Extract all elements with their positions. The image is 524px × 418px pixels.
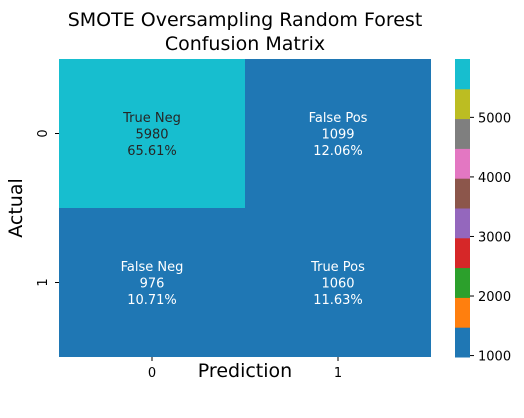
colorbar-segment-6 [455,148,470,179]
heatmap-cell-r1c0 [59,208,245,357]
colorbar-tick-label-1: 2000 [478,290,511,305]
cell-label-r1c1-line2: 11.63% [313,293,363,308]
cell-label-r1c1-line1: 1060 [321,277,354,292]
cell-label-r1c1-line0: True Pos [310,260,365,275]
colorbar-tick-label-2: 3000 [478,230,511,245]
heatmap-cell-r1c1 [245,208,431,357]
x-tick-label-1: 1 [334,366,342,381]
heatmap-cells [59,59,431,357]
cell-label-r0c1-line1: 1099 [321,128,354,143]
colorbar-segment-2 [455,267,470,298]
cell-label-r1c0-line2: 10.71% [127,293,177,308]
colorbar-tick-label-0: 1000 [478,350,511,365]
colorbar-segment-3 [455,237,470,269]
y-axis-ticks: 01 [36,129,59,287]
y-axis-label: Actual [5,178,27,238]
cell-label-r1c0-line0: False Neg [121,260,184,275]
y-tick-label-1: 1 [36,278,51,286]
colorbar-segment-1 [455,297,470,328]
colorbar-segment-4 [455,208,470,239]
chart-title-line-2: Confusion Matrix [165,33,325,55]
chart-title-line-1: SMOTE Oversampling Random Forest [68,9,423,31]
cell-label-r0c1-line2: 12.06% [313,144,363,159]
colorbar-tick-label-3: 4000 [478,171,511,186]
colorbar [455,59,470,358]
colorbar-ticks: 1000 2000 3000 4000 5000 [470,111,511,365]
colorbar-tick-label-4: 5000 [478,111,511,126]
x-tick-label-0: 0 [148,366,156,381]
cell-label-r0c0-line2: 65.61% [127,144,177,159]
colorbar-segment-9 [455,59,470,90]
colorbar-segment-8 [455,88,470,120]
heatmap-cell-r0c1 [245,59,431,208]
colorbar-segment-7 [455,118,470,149]
x-axis-label: Prediction [198,360,292,382]
cell-label-r0c1-line0: False Pos [309,111,368,126]
heatmap-cell-r0c0 [59,59,245,208]
cell-label-r1c0-line1: 976 [140,277,165,292]
cell-label-r0c0-line0: True Neg [122,111,181,126]
colorbar-segment-5 [455,178,470,209]
colorbar-segment-0 [455,327,470,358]
cell-label-r0c0-line1: 5980 [135,128,168,143]
y-tick-label-0: 0 [36,129,51,137]
